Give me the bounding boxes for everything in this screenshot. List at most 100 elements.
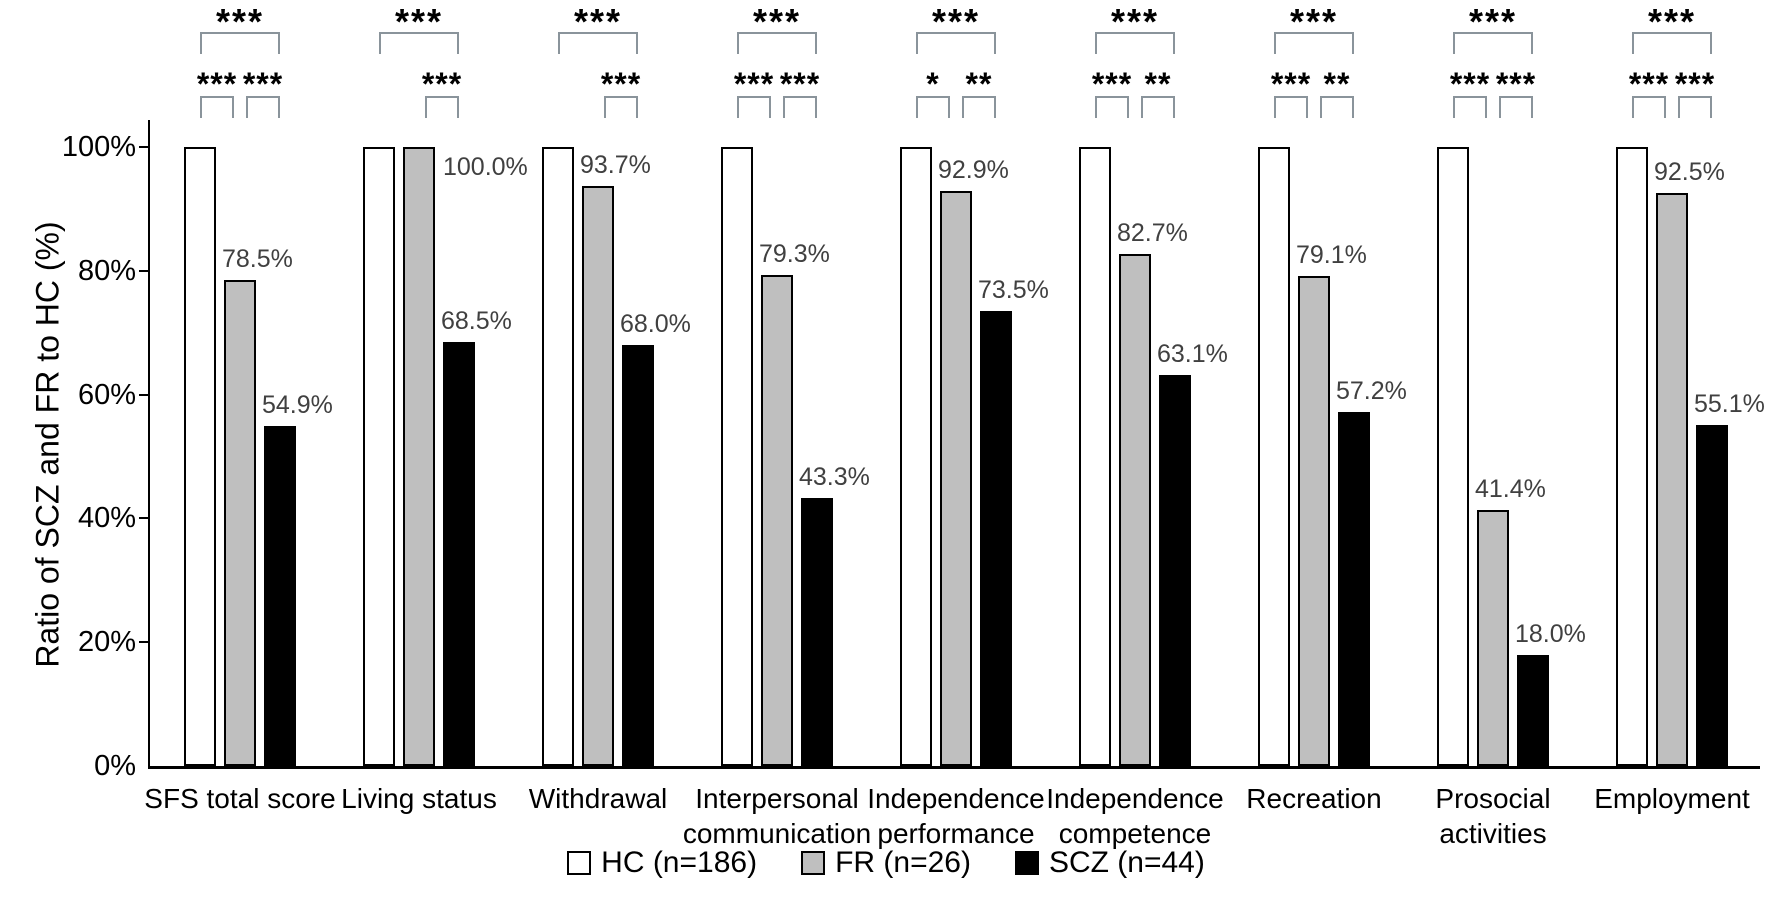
value-label-scz-5: 73.5%	[978, 276, 1049, 305]
sig-stars-fr-scz: ***	[1495, 66, 1537, 102]
sig-stars-hc-scz: ***	[1289, 1, 1339, 42]
x-category-label-1: SFS total score	[140, 781, 340, 816]
sig-stars-fr-scz: **	[965, 66, 993, 102]
sig-bracket-hc-scz	[1274, 32, 1354, 54]
bar-scz-3	[622, 345, 654, 766]
y-tick-mark	[139, 517, 150, 520]
legend-item-hc: HC (n=186)	[567, 845, 757, 881]
value-label-scz-2: 68.5%	[441, 306, 512, 335]
y-tick-mark	[139, 146, 150, 148]
sig-bracket-hc-fr	[200, 96, 234, 118]
bar-hc-5	[900, 147, 932, 766]
x-category-label-7: Recreation	[1214, 781, 1414, 816]
sig-stars-fr-scz: ***	[779, 66, 821, 102]
bar-scz-7	[1338, 411, 1370, 766]
value-label-scz-6: 63.1%	[1157, 340, 1228, 369]
value-label-fr-5: 92.9%	[938, 155, 1009, 184]
sig-bracket-hc-scz	[916, 32, 996, 54]
legend: HC (n=186) FR (n=26) SCZ (n=44)	[0, 845, 1772, 881]
x-category-line: Independence	[1046, 783, 1224, 814]
legend-item-fr: FR (n=26)	[801, 845, 971, 881]
x-category-line: Employment	[1594, 783, 1750, 814]
bar-scz-1	[264, 426, 296, 766]
sig-stars-fr-scz: **	[1144, 66, 1172, 102]
x-category-label-2: Living status	[319, 781, 519, 816]
x-category-label-5: Independence performance	[856, 781, 1056, 851]
y-tick-label: 100%	[61, 131, 136, 163]
value-label-scz-3: 68.0%	[620, 310, 691, 339]
x-category-line: Recreation	[1246, 783, 1382, 814]
legend-label-scz: SCZ (n=44)	[1048, 846, 1205, 879]
bar-scz-9	[1696, 424, 1728, 766]
sig-bracket-fr-scz	[1499, 96, 1533, 118]
bar-fr-8	[1477, 509, 1509, 766]
sig-stars-fr-scz: ***	[242, 66, 284, 102]
bar-fr-7	[1298, 276, 1330, 766]
legend-label-fr: FR (n=26)	[835, 846, 971, 879]
y-tick-mark	[139, 393, 150, 396]
bar-hc-2	[363, 147, 395, 766]
value-label-fr-1: 78.5%	[222, 245, 293, 274]
sig-stars-hc-fr: ***	[1449, 66, 1491, 102]
sig-bracket-hc-scz	[737, 32, 817, 54]
bar-scz-4	[801, 497, 833, 766]
x-category-line: Independence	[867, 783, 1045, 814]
sig-stars-hc-fr: ***	[1091, 66, 1133, 102]
sig-bracket-hc-scz	[379, 32, 459, 54]
x-category-line: activities	[1439, 818, 1547, 849]
x-category-line: performance	[877, 818, 1035, 849]
sig-stars-hc-scz: ***	[573, 1, 623, 42]
x-category-label-8: Prosocial activities	[1393, 781, 1593, 851]
bar-fr-5	[940, 190, 972, 766]
y-axis-line	[148, 120, 150, 766]
sig-stars-hc-scz: ***	[1468, 1, 1518, 42]
sig-bracket-hc-scz	[558, 32, 638, 54]
x-category-line: communication	[682, 818, 872, 849]
x-category-line: Prosocial	[1435, 783, 1551, 814]
sig-bracket-hc-fr	[1274, 96, 1308, 118]
sig-bracket-hc-scz	[200, 32, 280, 54]
legend-swatch-hc	[567, 851, 592, 875]
value-label-scz-8: 18.0%	[1515, 619, 1586, 648]
value-label-fr-7: 79.1%	[1296, 241, 1367, 270]
bar-scz-5	[980, 311, 1012, 766]
bar-hc-9	[1616, 147, 1648, 766]
value-label-fr-8: 41.4%	[1475, 474, 1546, 503]
bar-fr-2	[403, 147, 435, 766]
value-label-fr-9: 92.5%	[1654, 158, 1725, 187]
bar-hc-7	[1258, 147, 1290, 766]
y-tick-label: 0%	[94, 750, 136, 782]
sig-stars-hc-scz: ***	[215, 1, 265, 42]
y-tick-label: 40%	[77, 502, 136, 535]
sig-stars-hc-fr: ***	[1270, 66, 1312, 102]
sig-bracket-hc-fr	[1095, 96, 1129, 118]
bar-hc-8	[1437, 147, 1469, 766]
sig-bracket-fr-scz	[425, 96, 459, 118]
sig-bracket-hc-fr	[737, 96, 771, 118]
value-label-scz-4: 43.3%	[799, 462, 870, 491]
legend-swatch-scz	[1014, 851, 1039, 875]
x-category-line: Withdrawal	[528, 783, 668, 814]
y-tick-label: 80%	[77, 254, 136, 287]
x-category-line: SFS total score	[144, 783, 336, 814]
sig-bracket-hc-scz	[1095, 32, 1175, 54]
sig-stars-hc-scz: ***	[1647, 1, 1697, 42]
sig-stars-fr-scz: **	[1323, 66, 1351, 102]
bar-hc-4	[721, 147, 753, 766]
legend-swatch-fr	[801, 851, 826, 875]
value-label-fr-3: 93.7%	[580, 150, 651, 179]
x-category-label-9: Employment	[1572, 781, 1772, 816]
x-category-label-3: Withdrawal	[498, 781, 698, 816]
x-category-line: competence	[1058, 818, 1212, 849]
sig-bracket-hc-scz	[1632, 32, 1712, 54]
sig-stars-fr-scz: ***	[600, 66, 642, 102]
sig-bracket-fr-scz	[1678, 96, 1712, 118]
sig-bracket-fr-scz	[1320, 96, 1354, 118]
sig-stars-hc-fr: ***	[733, 66, 775, 102]
bar-scz-6	[1159, 375, 1191, 766]
sig-bracket-hc-fr	[916, 96, 950, 118]
sig-stars-hc-fr: ***	[196, 66, 238, 102]
bar-hc-6	[1079, 147, 1111, 766]
sig-bracket-fr-scz	[962, 96, 996, 118]
